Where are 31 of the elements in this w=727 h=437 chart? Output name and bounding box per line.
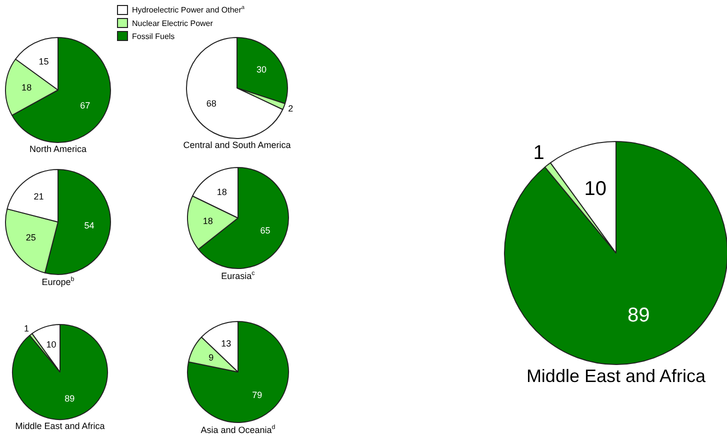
data-label: 25 xyxy=(26,232,36,243)
data-label: 89 xyxy=(64,393,75,404)
legend-label: Hydroelectric Power and Other$^{a}$ xyxy=(132,5,245,15)
data-label: 79 xyxy=(252,390,262,400)
text: North America xyxy=(28,144,88,154)
data-label: 13 xyxy=(221,338,232,349)
data-label: 10 xyxy=(584,178,606,200)
data-label: 54 xyxy=(84,220,94,230)
legend-label: Fossil Fuels xyxy=(132,32,175,40)
data-label: 21 xyxy=(34,192,44,202)
data-label: 1 xyxy=(24,323,29,334)
data-label: 18 xyxy=(216,186,227,197)
text: Middle East and Africa xyxy=(525,366,707,387)
data-label: 2 xyxy=(288,104,294,114)
text: Asia and Oceania$^{d}$ xyxy=(200,424,276,435)
text: Eurasia$^{c}$ xyxy=(220,270,256,281)
text: Europe$^{b}$ xyxy=(40,276,76,287)
data-label: 68 xyxy=(206,98,216,109)
data-label: 9 xyxy=(208,352,214,362)
legend-label: Nuclear Electric Power xyxy=(132,18,213,28)
data-label: 67 xyxy=(80,100,90,111)
data-label: 18 xyxy=(202,216,213,226)
data-label: 30 xyxy=(256,64,267,75)
text: Middle East and Africa xyxy=(14,421,106,431)
data-label: 10 xyxy=(46,339,56,350)
data-label: 18 xyxy=(22,82,32,93)
data-label: 65 xyxy=(260,226,270,236)
data-label: 15 xyxy=(38,56,49,66)
text: Central and South America xyxy=(182,140,292,150)
data-label: 89 xyxy=(628,304,650,326)
data-label: 1 xyxy=(533,142,544,164)
